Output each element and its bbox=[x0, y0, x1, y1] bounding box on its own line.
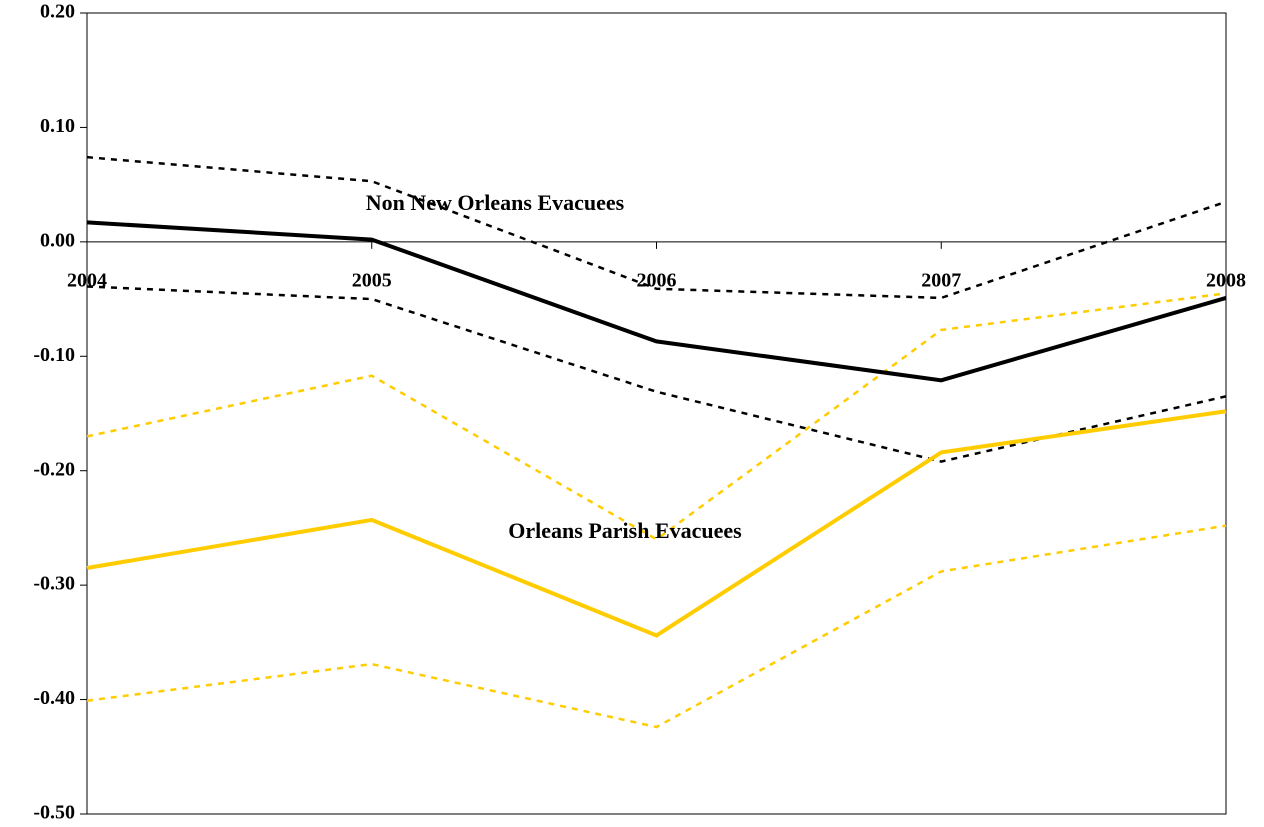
y-tick-label: -0.20 bbox=[33, 458, 75, 480]
x-tick-label: 2007 bbox=[921, 269, 961, 291]
x-tick-label: 2005 bbox=[352, 269, 392, 291]
annotation: Orleans Parish Evacuees bbox=[508, 518, 742, 543]
y-tick-label: -0.50 bbox=[33, 802, 75, 824]
y-tick-label: 0.00 bbox=[40, 229, 75, 251]
annotation: Non New Orleans Evacuees bbox=[366, 190, 625, 215]
series-line bbox=[86, 220, 1227, 383]
y-tick-label: -0.30 bbox=[33, 573, 75, 595]
y-tick-label: 0.20 bbox=[40, 1, 75, 23]
y-tick-label: 0.10 bbox=[40, 115, 75, 137]
series-line bbox=[86, 155, 1227, 300]
y-tick-label: -0.40 bbox=[33, 687, 75, 709]
y-tick-label: -0.10 bbox=[33, 344, 75, 366]
x-tick-label: 2008 bbox=[1206, 269, 1246, 291]
series-line bbox=[86, 524, 1227, 729]
series-line bbox=[86, 409, 1227, 638]
x-tick-label: 2004 bbox=[67, 269, 107, 291]
series-line bbox=[86, 292, 1227, 541]
plot-frame bbox=[86, 12, 1227, 815]
